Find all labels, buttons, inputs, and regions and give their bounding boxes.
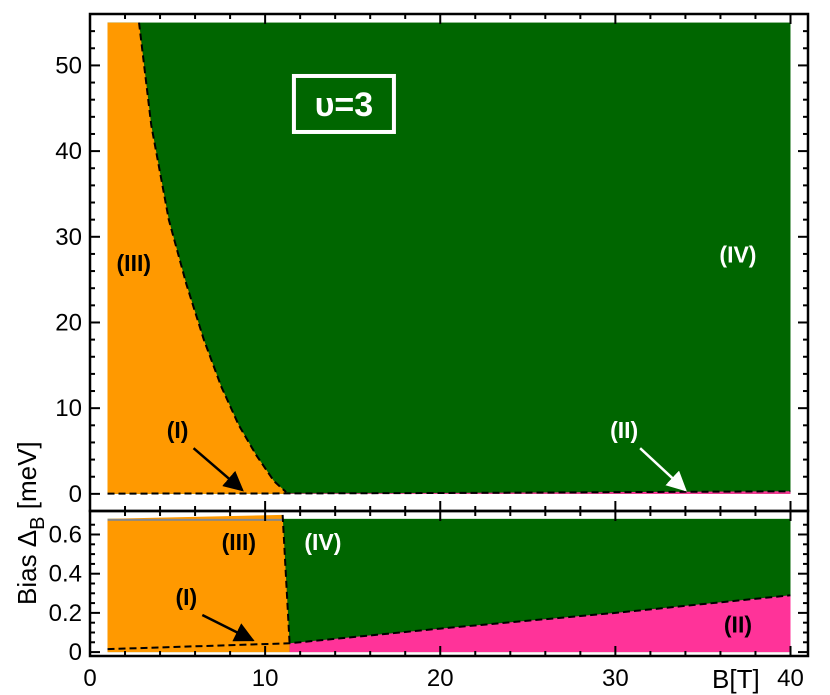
- region-label: (II): [610, 417, 638, 443]
- region-arrow: [192, 447, 244, 492]
- y-tick-label: 0.2: [49, 600, 82, 627]
- region-label: (IV): [719, 242, 756, 268]
- y-tick-label: 0.4: [49, 561, 82, 588]
- y-tick-label: 40: [55, 138, 82, 165]
- region-label: (I): [167, 417, 189, 443]
- region-label: (III): [222, 529, 257, 555]
- region-label: (II): [724, 611, 752, 637]
- y-tick-label: 0.6: [49, 522, 82, 549]
- y-tick-label: 0: [69, 639, 82, 666]
- filling-factor-box: [291, 73, 396, 134]
- boundary-iii-iv: [138, 22, 287, 493]
- boundary-ii: [107, 490, 791, 495]
- region-ii-area: [289, 595, 791, 653]
- region-label: (III): [117, 250, 152, 276]
- boundary-ii: [107, 594, 791, 651]
- x-tick-label: 40: [777, 665, 804, 692]
- y-tick-label: 10: [55, 395, 82, 422]
- y-axis-title: Bias ΔB [meV]: [12, 441, 49, 605]
- bottom-panel: 0 10 20 30 40 0 0.2 0.4 0.6 (III) (IV) (I) (II): [49, 509, 810, 692]
- x-tick-label: 10: [252, 665, 279, 692]
- x-tick-label: 0: [83, 665, 96, 692]
- top-panel: 0 10 20 30 40 50 (III) (IV) (I) (II) υ=3: [55, 12, 810, 513]
- region-iii-area: [107, 22, 287, 494]
- filling-factor-label: υ=3: [315, 86, 374, 124]
- y-tick-label: 0: [69, 481, 82, 508]
- y-tick-label: 50: [55, 52, 82, 79]
- x-tick-label: 20: [427, 665, 454, 692]
- region-label: (I): [175, 584, 197, 610]
- region-label: (IV): [304, 529, 341, 555]
- region-arrow: [201, 613, 255, 642]
- x-tick-label: 30: [602, 665, 629, 692]
- region-iii-area: [107, 514, 290, 653]
- y-tick-label: 30: [55, 224, 82, 251]
- x-axis-title: B[T]: [712, 664, 760, 694]
- region-arrow: [639, 447, 687, 492]
- y-tick-label: 20: [55, 309, 82, 336]
